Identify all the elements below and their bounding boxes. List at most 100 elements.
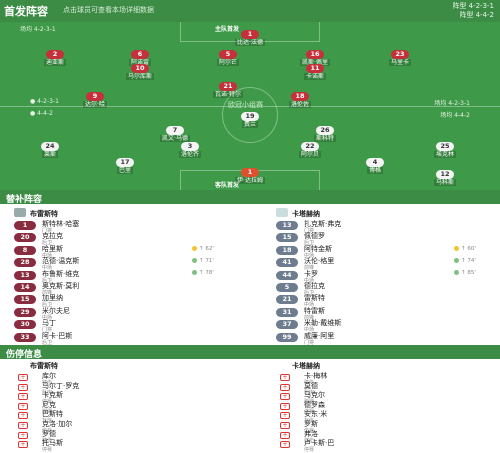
sub-number: 99 (276, 332, 298, 342)
home-player[interactable]: 5 阿尔芒 (205, 50, 251, 67)
injury-row[interactable]: + 托马斯 停赛 (14, 439, 214, 453)
sub-player-row[interactable]: 44 卡罗 中场 (276, 270, 476, 284)
injury-row[interactable]: + 尼克 脚踝 (14, 401, 214, 415)
injury-reason: 肌肉 (42, 389, 53, 396)
injury-row[interactable]: + 卡克斯 停赛 (14, 391, 214, 405)
sub-position: 门将 (42, 228, 53, 234)
away-player[interactable]: 26 斯科特 (302, 126, 348, 143)
injury-row[interactable]: + 罗斯 伤病 (276, 420, 476, 434)
sub-player-row[interactable]: 5 德拉克 后卫 (276, 282, 476, 296)
lineup-header: 首发阵容 点击球员可查看本场详细数据 阵型 4-2-3-1 阵型 4-4-2 (0, 0, 500, 22)
sub-number: 13 (14, 270, 36, 280)
sub-player-row[interactable]: 18 阿特金斯 中场 (276, 245, 476, 259)
sub-player-row[interactable]: 28 范德·温克斯 中场 (14, 257, 214, 271)
injury-reason: 肌肉 (304, 389, 315, 396)
player-name: 斯科特 (313, 135, 336, 142)
injury-row[interactable]: + 库尔 膝伤 (14, 372, 214, 386)
away-player[interactable]: 17 巴里 (102, 158, 148, 175)
player-name: 迪亚斯 (43, 59, 66, 66)
sub-number: 21 (276, 295, 298, 305)
sub-position: 门将 (304, 339, 315, 346)
injury-name: 马尔丁·罗克 (42, 381, 80, 390)
sub-player-row[interactable]: 99 威廉·阿里 门将 (276, 332, 476, 346)
injury-name: 德罗森 (304, 400, 325, 409)
sub-player-row[interactable]: 1 斯特林·哈塞 门将 (14, 220, 214, 234)
injury-row[interactable]: + 卡·梅林 膝伤 (276, 372, 476, 386)
home-player[interactable]: 21 瓦诺·特尔 (205, 82, 251, 99)
injury-row[interactable]: + 卢卡斯·巴 停赛 (276, 439, 476, 453)
away-player[interactable]: 12 马科斯 (422, 170, 468, 187)
sub-number: 15 (276, 233, 298, 243)
away-player[interactable]: 24 莱斯 (27, 142, 73, 159)
home-goalkeeper[interactable]: 1 比达·法德 (227, 30, 273, 47)
sub-event: ↑ 74' (454, 258, 476, 264)
home-player[interactable]: 6 阿诺雷 (117, 50, 163, 67)
sub-number: 31 (276, 307, 298, 317)
away-player[interactable]: 7 凯文·马德 (152, 126, 198, 143)
sub-player-row[interactable]: 33 阿卡·巴斯 后卫 (14, 332, 214, 346)
sub-number: 37 (276, 320, 298, 330)
injury-row[interactable]: + 莫德 肌肉 (276, 382, 476, 396)
away-player[interactable]: 19 费兰 (227, 112, 273, 129)
sub-position: 中场 (42, 252, 53, 259)
sub-event-icon (192, 246, 197, 251)
sub-name: 佩德罗 (304, 232, 325, 241)
home-player[interactable]: 16 凯斯·佩里 (292, 50, 338, 67)
injury-name: 卡·梅林 (304, 372, 328, 380)
home-player[interactable]: 2 迪亚斯 (32, 50, 78, 67)
sub-player-row[interactable]: 41 沃伦·格里 前锋 (276, 257, 476, 272)
sub-player-row[interactable]: 31 特雷斯 前锋 (276, 307, 476, 321)
sub-position: 前锋 (304, 265, 315, 272)
sub-name: 布鲁斯·维克 (42, 269, 80, 278)
injury-section-header: 伤停信息 (0, 345, 500, 360)
sub-number: 28 (14, 258, 36, 268)
sub-player-row[interactable]: 20 克拉克 后卫 (14, 232, 214, 247)
away-goalkeeper[interactable]: 1 伊·达拉姆 (227, 168, 273, 185)
home-formation-line: ● 4-2-3-1 (30, 98, 59, 105)
sub-player-row[interactable]: 14 奥克斯·莫利 前锋 (14, 282, 214, 296)
injury-row[interactable]: + 巴斯特 背伤 (14, 410, 214, 424)
injury-name: 罗德 (42, 429, 56, 438)
sub-player-row[interactable]: 15 佩德罗 后卫 (276, 232, 476, 246)
sub-player-row[interactable]: 13 扎克斯·弗克 门将 (276, 220, 476, 234)
sub-number: 29 (14, 307, 36, 317)
home-player[interactable]: 18 洛伦佐 (277, 92, 323, 109)
away-player[interactable]: 25 埃克林 (422, 142, 468, 159)
player-name: 伊·达拉姆 (235, 177, 265, 184)
player-number: 25 (436, 142, 454, 151)
injury-row[interactable]: + 马尔丁·罗克 肌肉 (14, 381, 214, 396)
sub-player-row[interactable]: 15 加里纳 后卫 (14, 294, 214, 308)
center-circle (222, 87, 278, 143)
player-name: 阿尔芒 (216, 59, 239, 66)
sub-event: ↑ 71' (192, 258, 214, 264)
injury-name: 克洛·加尔 (42, 420, 73, 428)
away-player[interactable]: 3 洛伦齐 (167, 142, 213, 159)
sub-player-row[interactable]: 30 马丁 门将 (14, 319, 214, 333)
home-player[interactable]: 9 达尔·哈 (72, 92, 118, 109)
sub-name: 克拉克 (42, 232, 63, 241)
home-player[interactable]: 23 马里卡 (377, 50, 423, 67)
sub-player-row[interactable]: 29 米尔夫尼 中场 (14, 307, 214, 321)
player-number: 7 (166, 126, 184, 135)
home-player[interactable]: 11 卡诺斯 (292, 64, 338, 81)
injury-cross-icon: + (280, 402, 290, 410)
injury-row[interactable]: + 安东·米 背伤 (276, 410, 476, 424)
injury-away-team: 卡塔赫纳 (292, 362, 320, 370)
away-player[interactable]: 4 博格 (352, 158, 398, 175)
sub-player-row[interactable]: 8 哈里斯 中场 (14, 244, 214, 259)
injury-name: 罗斯 (304, 420, 318, 428)
sub-position: 后卫 (42, 240, 53, 247)
away-player[interactable]: 22 阿尔贝 (287, 142, 333, 159)
sub-player-row[interactable]: 37 米勒·戴维斯 中场 (276, 319, 476, 333)
injury-reason: 脚踝 (42, 408, 53, 415)
page-subtitle: 点击球员可查看本场详细数据 (63, 6, 154, 14)
home-player[interactable]: 10 马尔库斯 (117, 64, 163, 81)
home-formation: 阵型 4-2-3-1 (452, 2, 494, 10)
injury-row[interactable]: + 马克尔 脚踝 (276, 391, 476, 405)
sub-player-row[interactable]: 21 雷斯特 中场 (276, 294, 476, 308)
sub-event: ↑ 60' (454, 246, 476, 252)
injury-row[interactable]: + 德罗森 停赛 (276, 400, 476, 415)
sub-player-row[interactable]: 13 布鲁斯·维克 后卫 (14, 269, 214, 284)
injury-row[interactable]: + 克洛·加尔 伤病 (14, 420, 214, 434)
sub-name: 哈里斯 (42, 244, 63, 253)
